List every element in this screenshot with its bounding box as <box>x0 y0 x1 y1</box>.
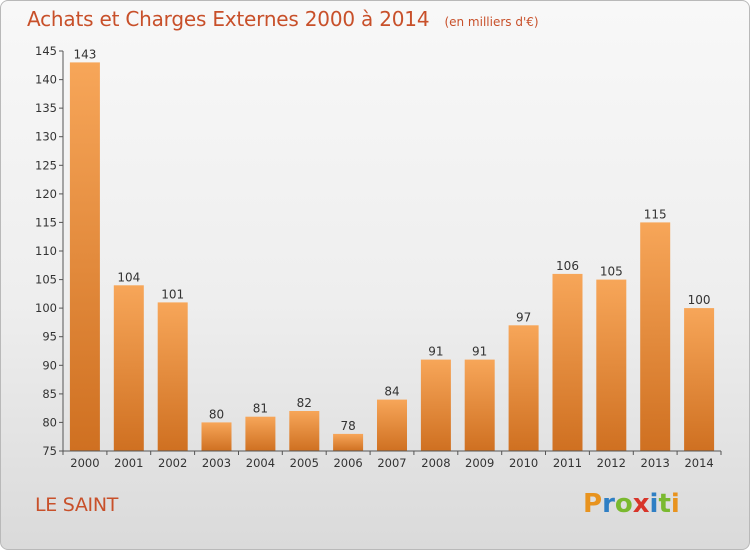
x-tick-label-2000: 2000 <box>70 456 99 470</box>
bar-2009 <box>464 359 495 451</box>
value-label-2009: 91 <box>472 345 487 359</box>
x-tick-label-2011: 2011 <box>553 456 582 470</box>
proxiti-logo: Proxiti <box>583 489 680 519</box>
value-label-2012: 105 <box>600 265 623 279</box>
y-tick-label-115: 115 <box>35 215 57 229</box>
x-tick-label-2001: 2001 <box>114 456 143 470</box>
x-tick-label-2014: 2014 <box>684 456 713 470</box>
y-tick-label-95: 95 <box>42 330 57 344</box>
x-tick-label-2002: 2002 <box>158 456 187 470</box>
y-tick-label-100: 100 <box>35 301 57 315</box>
logo-letter: x <box>632 489 650 519</box>
x-tick-label-2007: 2007 <box>377 456 406 470</box>
bar-2011 <box>552 273 583 451</box>
y-tick-label-130: 130 <box>35 130 57 144</box>
commune-name: LE SAINT <box>35 494 119 516</box>
value-label-2008: 91 <box>428 345 443 359</box>
value-label-2007: 84 <box>384 385 399 399</box>
value-label-2003: 80 <box>209 407 224 421</box>
bar-2012 <box>596 279 627 451</box>
bar-2010 <box>508 325 539 451</box>
x-tick-label-2005: 2005 <box>290 456 319 470</box>
title-row: Achats et Charges Externes 2000 à 2014 (… <box>27 7 539 31</box>
logo-letter: o <box>614 489 633 519</box>
x-tick-label-2012: 2012 <box>597 456 626 470</box>
value-label-2006: 78 <box>340 419 355 433</box>
bar-2013 <box>640 222 671 451</box>
y-tick-label-120: 120 <box>35 187 57 201</box>
bar-2008 <box>420 359 451 451</box>
value-label-2010: 97 <box>516 310 531 324</box>
x-tick-label-2009: 2009 <box>465 456 494 470</box>
y-tick-label-145: 145 <box>35 44 57 58</box>
bar-2002 <box>157 302 188 451</box>
bar-2007 <box>377 399 407 451</box>
y-tick-label-75: 75 <box>42 444 57 458</box>
value-label-2013: 115 <box>644 207 667 221</box>
bar-2006 <box>333 433 364 451</box>
bar-2014 <box>684 308 715 451</box>
bar-2004 <box>245 416 276 451</box>
y-tick-label-105: 105 <box>35 273 57 287</box>
x-tick-label-2003: 2003 <box>202 456 231 470</box>
bar-2005 <box>289 411 320 451</box>
y-tick-label-135: 135 <box>35 101 57 115</box>
value-label-2001: 104 <box>117 270 140 284</box>
chart-title: Achats et Charges Externes 2000 à 2014 <box>27 7 430 31</box>
logo-letter: i <box>670 489 680 519</box>
value-label-2005: 82 <box>297 396 312 410</box>
bar-2001 <box>113 285 144 451</box>
logo-letter: t <box>658 489 671 519</box>
x-tick-label-2010: 2010 <box>509 456 538 470</box>
value-label-2014: 100 <box>688 293 711 307</box>
logo-letter: P <box>583 489 603 519</box>
x-tick-label-2006: 2006 <box>333 456 362 470</box>
y-tick-label-125: 125 <box>35 158 57 172</box>
y-tick-label-85: 85 <box>42 387 57 401</box>
bar-2000 <box>69 62 100 452</box>
y-tick-label-90: 90 <box>42 358 57 372</box>
x-tick-label-2004: 2004 <box>246 456 275 470</box>
y-tick-label-110: 110 <box>35 244 57 258</box>
chart-subtitle: (en milliers d'€) <box>444 15 539 29</box>
value-label-2004: 81 <box>253 402 268 416</box>
logo-letter: i <box>649 489 659 519</box>
bar-2003 <box>201 422 232 451</box>
x-tick-label-2013: 2013 <box>641 456 670 470</box>
y-tick-label-140: 140 <box>35 73 57 87</box>
y-tick-label-80: 80 <box>42 415 57 429</box>
value-label-2011: 106 <box>556 259 579 273</box>
value-label-2002: 101 <box>161 287 184 301</box>
value-label-2000: 143 <box>73 47 96 61</box>
x-tick-label-2008: 2008 <box>421 456 450 470</box>
logo-letter: r <box>602 489 615 519</box>
